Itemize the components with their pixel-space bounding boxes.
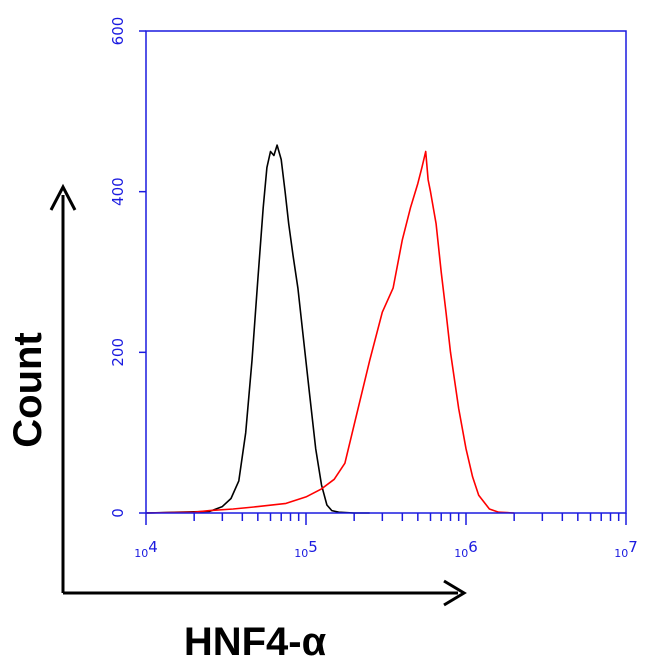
- x-axis-arrow: [63, 579, 467, 607]
- y-axis-arrow: [49, 183, 77, 593]
- x-tick-label: 107: [614, 538, 638, 560]
- y-axis-title: Count: [6, 332, 50, 448]
- y-tick-label: 200: [109, 338, 127, 367]
- series-control-line: [145, 144, 370, 514]
- series-hnf4-line: [145, 150, 515, 514]
- x-axis-title: HNF4-α: [184, 620, 327, 664]
- x-tick-label: 104: [134, 538, 158, 560]
- plot-frame: [145, 30, 627, 514]
- x-tick-label: 106: [454, 538, 478, 560]
- y-tick-label: 0: [109, 508, 127, 518]
- y-tick-label: 400: [109, 177, 127, 206]
- x-tick-label: 105: [294, 538, 318, 560]
- y-tick-label: 600: [109, 17, 127, 46]
